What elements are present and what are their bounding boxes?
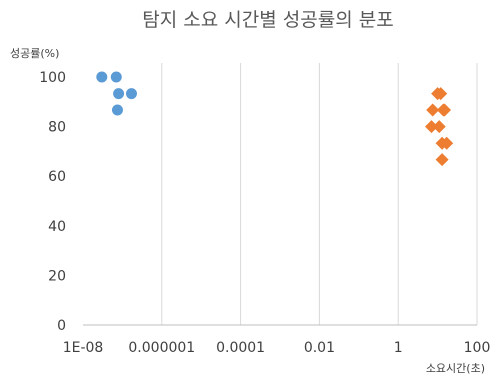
x-tick-label: 100 [464, 340, 491, 356]
data-point-series-1 [110, 71, 122, 83]
x-tick-label: 0.01 [304, 340, 335, 356]
x-tick-label: 0.000001 [128, 340, 195, 356]
vertical-gridlines [161, 63, 478, 325]
x-axis-title: 소요시간(초) [426, 362, 485, 375]
y-tick-label: 40 [48, 219, 66, 235]
data-point-series-2 [440, 136, 454, 150]
x-tick-label: 0.0001 [216, 340, 265, 356]
data-point-series-2 [435, 153, 449, 167]
y-tick-label: 60 [48, 169, 66, 185]
data-point-series-1 [96, 71, 108, 83]
y-tick-label: 0 [57, 318, 66, 334]
y-axis-ticks: 0 20 40 60 80 100 [39, 70, 66, 334]
data-point-series-1 [111, 104, 123, 116]
data-point-series-2 [438, 103, 452, 117]
chart-title: 탐지 소요 시간별 성공률의 분포 [142, 9, 393, 31]
data-point-series-2 [424, 120, 438, 134]
data-point-series-1 [125, 88, 137, 100]
x-tick-label: 1 [394, 340, 403, 356]
x-tick-label: 1E-08 [63, 340, 104, 356]
data-point-series-2 [434, 87, 448, 101]
x-axis-ticks: 1E-08 0.000001 0.0001 0.01 1 100 [63, 340, 491, 356]
data-point-series-1 [113, 88, 125, 100]
data-point-series-2 [426, 103, 440, 117]
y-tick-label: 100 [39, 70, 66, 86]
y-tick-label: 80 [48, 120, 66, 136]
data-points [96, 71, 454, 167]
y-tick-label: 20 [48, 268, 66, 284]
y-axis-title: 성공률(%) [10, 47, 59, 60]
data-point-series-2 [432, 120, 446, 134]
